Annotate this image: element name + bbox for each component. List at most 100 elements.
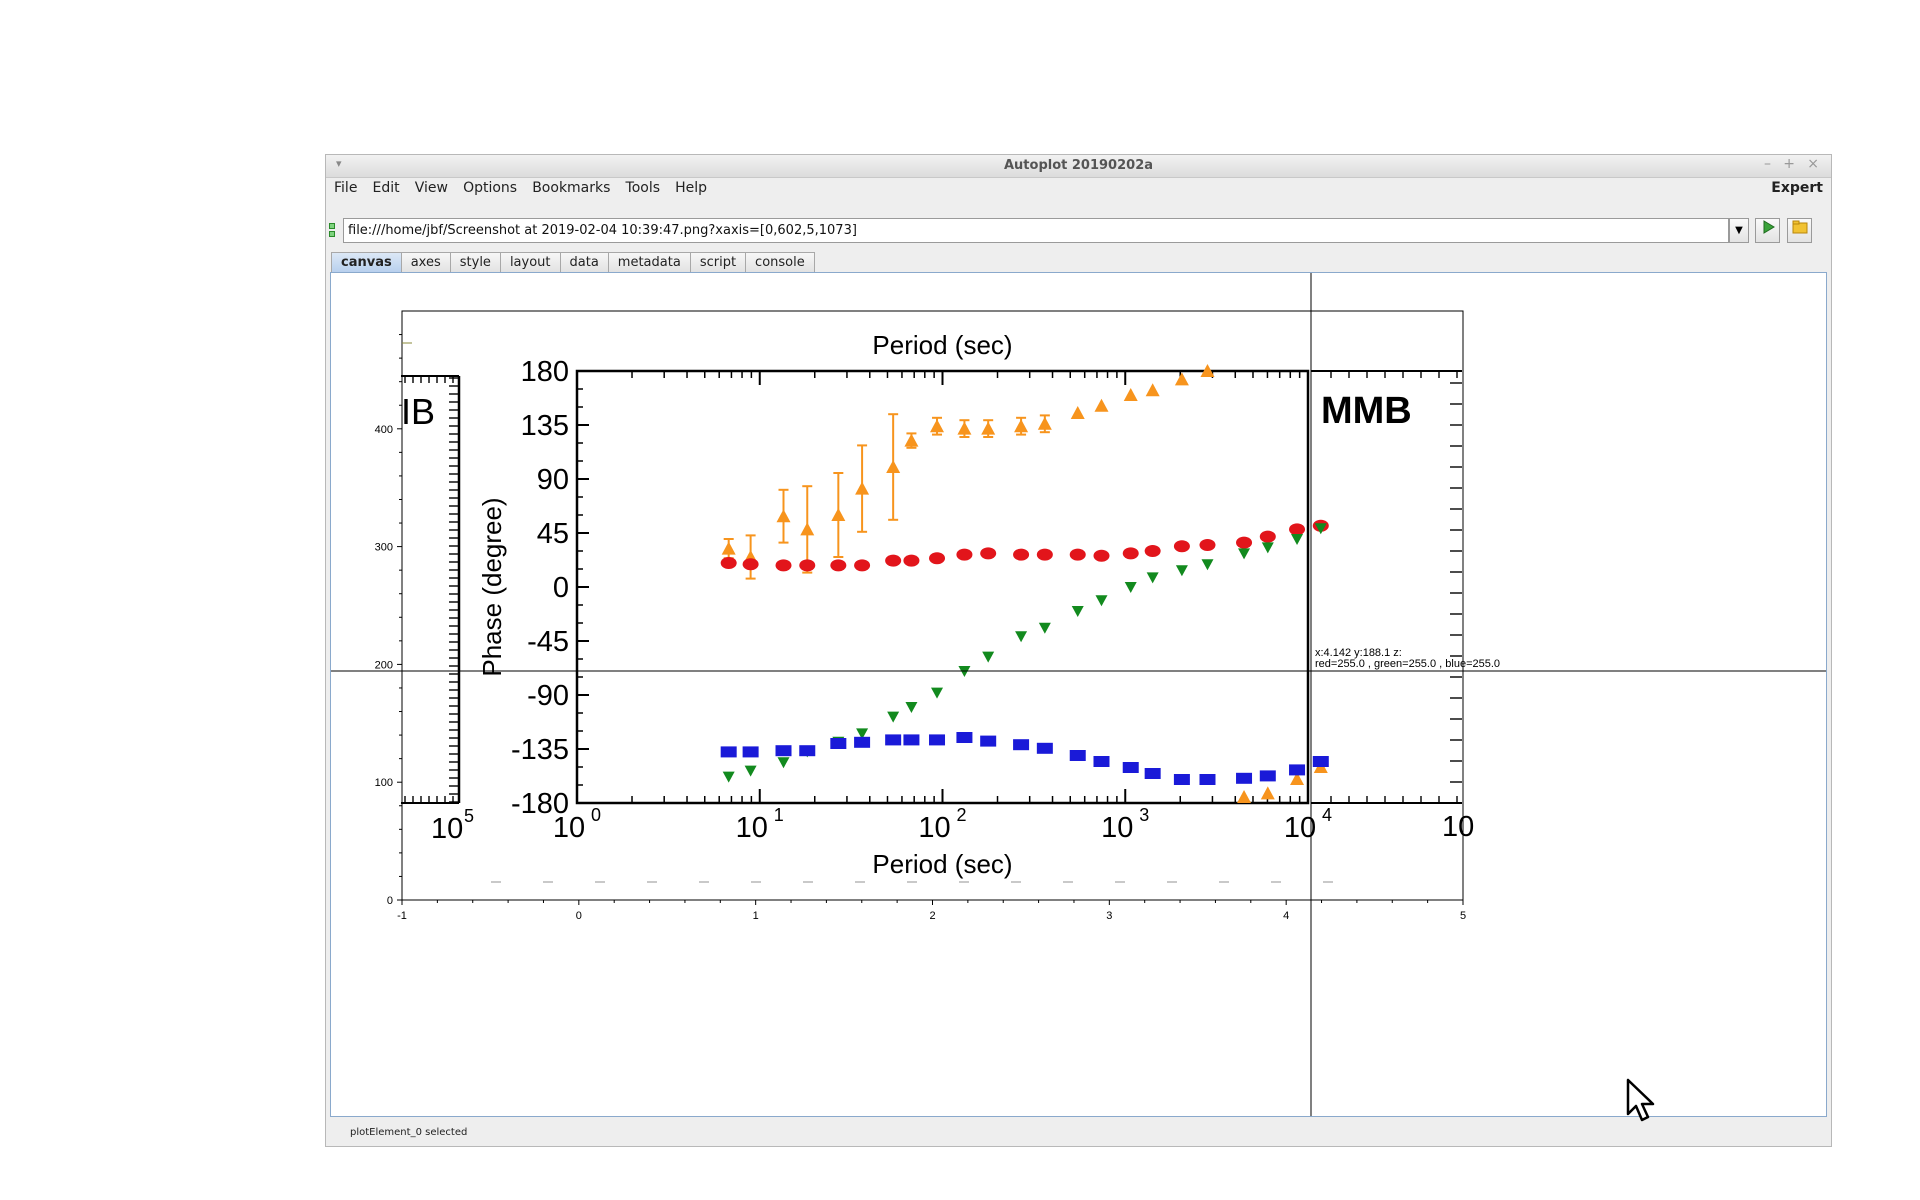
data-point-circle — [903, 554, 920, 567]
data-point-square — [1173, 774, 1190, 785]
tab-layout[interactable]: layout — [499, 252, 561, 272]
title-bar[interactable]: ▾ Autoplot 20190202a – + × — [326, 155, 1831, 178]
outer-x-tick-label: 4 — [1283, 910, 1289, 922]
data-point-square — [720, 746, 737, 758]
data-point-square — [1289, 764, 1306, 776]
outer-x-tick-label: -1 — [397, 910, 407, 922]
tab-strip: canvas axes style layout data metadata script c… — [331, 252, 815, 272]
tab-script[interactable]: script — [689, 252, 747, 272]
data-point-circle — [929, 552, 946, 565]
menu-tools[interactable]: Tools — [625, 180, 661, 196]
outer-x-tick-label: 0 — [576, 910, 582, 922]
data-point-triangle — [1123, 388, 1138, 401]
tab-style[interactable]: style — [449, 252, 501, 272]
tab-canvas[interactable]: canvas — [331, 252, 402, 272]
inner-y-axis-label: Phase (degree) — [477, 497, 507, 676]
close-button[interactable]: × — [1807, 156, 1819, 172]
data-point-triangle — [981, 421, 996, 435]
data-point-triangle — [1200, 364, 1215, 377]
menu-help[interactable]: Help — [675, 180, 708, 196]
image-caption-fragment — [543, 881, 553, 883]
plot-go-button[interactable] — [1755, 218, 1780, 243]
menu-view[interactable]: View — [414, 180, 448, 196]
folder-icon — [1792, 220, 1807, 234]
menu-options[interactable]: Options — [463, 180, 518, 196]
image-caption-fragment — [1167, 881, 1177, 883]
data-point-square — [1122, 762, 1139, 773]
tab-axes[interactable]: axes — [400, 252, 451, 272]
outer-x-tick-label: 1 — [753, 910, 759, 922]
minimize-button[interactable]: – — [1764, 156, 1771, 172]
data-point-square — [854, 736, 871, 748]
data-point-square — [742, 746, 759, 758]
data-point-square — [799, 745, 816, 757]
tab-console[interactable]: console — [745, 252, 815, 272]
data-point-triangle — [1094, 398, 1109, 412]
data-point-square — [956, 732, 973, 743]
data-point-square — [903, 734, 920, 746]
data-point-triangle — [721, 541, 736, 555]
outer-y-tick-label: 100 — [375, 777, 393, 789]
right-panel-tick-label: 10 — [1442, 811, 1474, 843]
inner-y-tick-label: -45 — [527, 626, 569, 658]
left-panel-tick-exponent: 5 — [464, 806, 474, 826]
tab-metadata[interactable]: metadata — [607, 252, 691, 272]
image-caption-fragment — [1219, 881, 1229, 883]
data-point-circle — [885, 554, 902, 567]
url-input[interactable] — [343, 218, 1729, 243]
inner-y-tick-label: 0 — [553, 572, 569, 604]
inner-y-tick-label: 45 — [537, 518, 569, 550]
image-caption-fragment — [699, 881, 709, 883]
plot-canvas[interactable]: 180 135 90 45 0 -45 -90 -135 -180 10 0 10 1 10 2 10 3 10 4… — [330, 272, 1827, 1117]
data-point-triangle-down — [1261, 542, 1274, 554]
data-point-circle — [1036, 548, 1053, 561]
outer-y-tick-label: 200 — [375, 659, 393, 671]
outer-y-tick-label: 0 — [387, 895, 393, 907]
data-point-square — [885, 734, 902, 746]
inner-y-tick-label: 180 — [521, 356, 569, 388]
menu-edit[interactable]: Edit — [372, 180, 400, 196]
inner-y-tick-label: 90 — [537, 464, 569, 496]
inner-y-tick-label: -90 — [527, 680, 569, 712]
image-caption-fragment — [595, 881, 605, 883]
url-history-dropdown[interactable]: ▼ — [1729, 218, 1749, 243]
data-point-circle — [1013, 548, 1030, 561]
image-caption-fragment — [1271, 881, 1281, 883]
tab-data[interactable]: data — [559, 252, 609, 272]
open-file-button[interactable] — [1787, 218, 1812, 243]
data-point-triangle — [1290, 772, 1305, 785]
menu-file[interactable]: File — [334, 180, 358, 196]
menu-bookmarks[interactable]: Bookmarks — [532, 180, 611, 196]
inner-x-axis-label: Period (sec) — [872, 849, 1012, 879]
data-point-triangle-down — [744, 765, 757, 777]
data-point-triangle-down — [1201, 559, 1214, 571]
image-caption-fragment — [647, 881, 657, 883]
data-point-triangle — [1070, 406, 1085, 419]
outer-x-tick-label: 2 — [929, 910, 935, 922]
data-point-triangle — [800, 522, 815, 536]
data-point-triangle-down — [1238, 548, 1251, 560]
window-menu-icon[interactable]: ▾ — [336, 157, 342, 170]
data-point-triangle — [1037, 416, 1052, 430]
data-point-triangle — [1237, 790, 1252, 803]
expert-mode-toggle[interactable]: Expert — [1771, 180, 1823, 196]
outer-x-tick-label: 5 — [1460, 910, 1466, 922]
data-point-square — [1036, 742, 1053, 754]
outer-y-tick-label: 400 — [375, 424, 393, 436]
data-point-triangle-down — [1095, 595, 1108, 607]
data-point-triangle-down — [1175, 565, 1188, 577]
data-point-circle — [956, 548, 973, 561]
data-point-square — [1093, 756, 1110, 767]
inner-top-axis-label: Period (sec) — [872, 330, 1012, 360]
data-point-triangle-down — [1124, 582, 1137, 593]
data-point-circle — [1236, 536, 1253, 549]
maximize-button[interactable]: + — [1783, 156, 1795, 172]
inner-x-tick-label: 10 — [553, 812, 585, 844]
status-bar: plotElement_0 selected — [350, 1127, 468, 1138]
data-point-square — [1144, 768, 1161, 779]
inner-x-tick-exponent: 3 — [1139, 805, 1149, 825]
left-panel-tick-label: 10 — [431, 813, 463, 845]
data-point-triangle — [1014, 419, 1029, 433]
image-caption-fragment — [1011, 881, 1021, 883]
